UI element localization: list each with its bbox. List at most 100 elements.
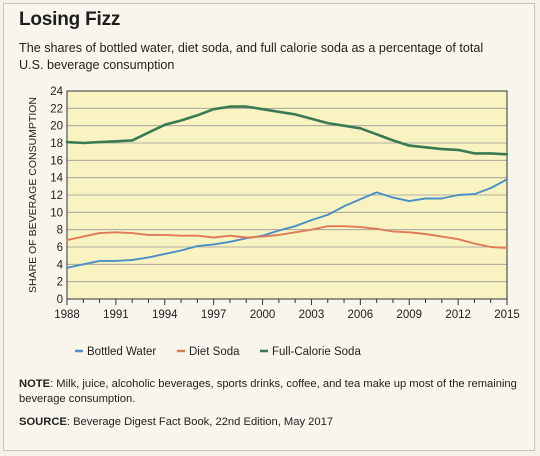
data-point xyxy=(82,263,85,266)
x-tick-label: 2003 xyxy=(299,309,325,321)
data-point xyxy=(310,117,313,120)
data-point xyxy=(457,194,460,196)
data-point xyxy=(392,196,394,199)
note-label: NOTE xyxy=(19,378,51,390)
note-text: NOTE: Milk, juice, alcoholic beverages, … xyxy=(19,377,519,407)
data-point xyxy=(245,105,248,108)
data-point xyxy=(98,141,101,144)
data-point xyxy=(375,227,378,230)
data-point xyxy=(343,225,345,228)
y-axis-title: SHARE OF BEVERAGE CONSUMPTION xyxy=(27,97,39,293)
data-point xyxy=(326,122,329,124)
y-tick-label: 24 xyxy=(50,86,63,98)
chart-subtitle: The shares of bottled water, diet soda, … xyxy=(19,41,484,72)
plot-border xyxy=(66,90,508,300)
source-label: SOURCE xyxy=(19,416,67,428)
gridlines xyxy=(67,90,507,283)
data-point xyxy=(98,259,101,262)
data-point xyxy=(277,233,280,236)
series-lines xyxy=(65,105,509,269)
y-tick-label: 10 xyxy=(50,207,63,219)
y-tick-label: 6 xyxy=(57,242,63,254)
data-point xyxy=(163,253,166,255)
series-line-bottled-water xyxy=(66,178,508,269)
data-point xyxy=(229,240,231,243)
x-tick-label: 2009 xyxy=(396,309,422,321)
legend-label: Diet Soda xyxy=(189,346,240,358)
data-point xyxy=(163,233,166,236)
data-point xyxy=(212,236,215,239)
legend-item-full-calorie-soda: Full-Calorie Soda xyxy=(260,346,361,358)
data-point xyxy=(424,146,427,149)
data-point xyxy=(506,178,508,181)
data-point xyxy=(245,236,248,239)
source-body: : Beverage Digest Fact Book, 22nd Editio… xyxy=(66,416,334,428)
data-point xyxy=(326,214,329,216)
data-point xyxy=(212,108,215,111)
data-point xyxy=(131,232,134,235)
data-point xyxy=(326,225,329,228)
data-point xyxy=(277,110,280,113)
data-point xyxy=(131,259,134,261)
data-point xyxy=(489,246,492,248)
data-point xyxy=(180,119,182,122)
legend: Bottled Water Diet Soda Full-Calorie Soda xyxy=(75,346,361,358)
source-text: SOURCE: Beverage Digest Fact Book, 22nd … xyxy=(19,415,519,430)
data-point xyxy=(343,124,345,127)
x-tick-label: 1997 xyxy=(201,309,227,321)
note-body: : Milk, juice, alcoholic beverages, spor… xyxy=(19,378,517,405)
y-tick-label: 2 xyxy=(57,277,63,289)
data-point xyxy=(359,198,362,201)
data-point xyxy=(375,191,378,194)
data-point xyxy=(82,235,85,238)
data-point xyxy=(196,114,199,117)
chart-title: Losing Fizz xyxy=(19,9,121,30)
x-tick-label: 1991 xyxy=(103,309,129,321)
data-point xyxy=(147,131,150,134)
data-point xyxy=(424,233,427,235)
x-tick-label: 2000 xyxy=(250,309,276,321)
data-point xyxy=(261,108,264,111)
data-point xyxy=(229,105,231,108)
data-point xyxy=(66,239,68,241)
y-tick-label: 8 xyxy=(57,225,63,237)
data-point xyxy=(457,149,460,151)
data-point xyxy=(66,266,68,269)
data-point xyxy=(66,141,68,144)
data-point xyxy=(131,139,134,142)
data-point xyxy=(489,187,492,189)
data-point xyxy=(294,113,297,116)
legend-item-diet-soda: Diet Soda xyxy=(177,346,240,358)
data-point xyxy=(147,233,150,236)
data-point xyxy=(408,231,411,234)
data-point xyxy=(473,152,476,155)
data-point xyxy=(196,245,199,248)
data-point xyxy=(440,148,443,150)
x-tick-label: 1994 xyxy=(152,309,178,321)
series-line-full-calorie-soda xyxy=(65,105,509,156)
data-point xyxy=(163,123,166,126)
data-point xyxy=(440,235,443,238)
data-point xyxy=(114,259,117,262)
x-tick-label: 1988 xyxy=(54,309,80,321)
series-line-diet-soda xyxy=(66,225,508,249)
data-point xyxy=(310,228,313,231)
data-point xyxy=(359,127,362,130)
data-point xyxy=(457,238,460,241)
data-point xyxy=(343,205,345,208)
data-point xyxy=(473,193,476,196)
legend-item-bottled-water: Bottled Water xyxy=(75,346,156,358)
x-tick-label: 2006 xyxy=(348,309,374,321)
data-point xyxy=(408,200,411,202)
data-point xyxy=(229,234,231,237)
y-tick-label: 0 xyxy=(57,294,63,306)
data-point xyxy=(408,144,411,147)
y-tick-label: 12 xyxy=(50,190,63,202)
y-tick-label: 22 xyxy=(50,103,63,115)
x-tick-label: 2015 xyxy=(494,309,520,321)
data-point xyxy=(180,249,182,252)
data-point xyxy=(506,246,508,249)
data-point xyxy=(147,256,150,259)
data-point xyxy=(114,140,117,143)
data-point xyxy=(294,225,297,228)
